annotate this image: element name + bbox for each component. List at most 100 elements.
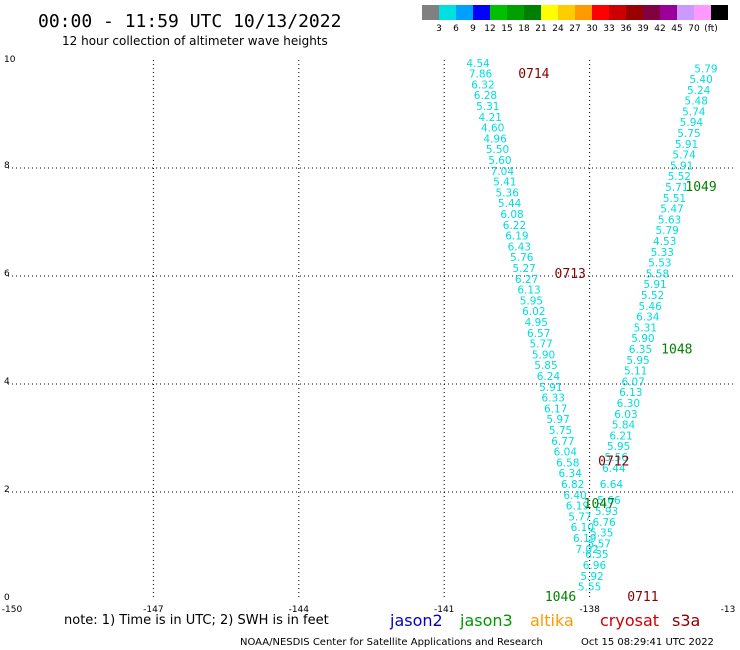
pass-label: 1046 xyxy=(545,590,576,605)
colorbar-label: 30 xyxy=(586,24,598,34)
colorbar-label: 21 xyxy=(535,24,546,34)
wave-height-point: 5.31 xyxy=(476,101,499,113)
wave-height-point: 6.40 xyxy=(563,490,586,502)
wave-height-point: 4.54 xyxy=(466,58,490,70)
colorbar-label: 3 xyxy=(436,24,442,34)
note-text: note: 1) Time is in UTC; 2) SWH is in fe… xyxy=(64,613,329,628)
colorbar-swatch xyxy=(473,5,490,20)
wave-height-point: 6.10 xyxy=(571,522,594,534)
colorbar-swatch xyxy=(558,5,575,20)
wave-height-point: 6.33 xyxy=(542,393,565,405)
wave-height-point: 6.19 xyxy=(573,533,596,545)
colorbar-swatch xyxy=(677,5,694,20)
colorbar-swatch xyxy=(660,5,677,20)
legend-cryosat: cryosat xyxy=(600,611,659,630)
colorbar-label: 42 xyxy=(654,24,665,34)
wave-height-point: 5.57 xyxy=(588,538,611,550)
colorbar-label: 70 xyxy=(688,24,700,34)
wave-height-point: 5.84 xyxy=(612,420,636,432)
wave-height-point: 5.53 xyxy=(648,258,671,270)
wave-height-point: 5.24 xyxy=(687,85,711,97)
wave-height-point: 5.33 xyxy=(651,247,674,259)
wave-height-point: 5.93 xyxy=(595,506,618,518)
wave-height-point: 5.77 xyxy=(568,511,591,523)
wave-height-point: 6.76 xyxy=(592,517,616,529)
wave-height-point: 4.60 xyxy=(481,123,504,135)
wave-height-point: 7.02 xyxy=(575,544,598,556)
wave-height-point: 5.31 xyxy=(634,322,657,334)
colorbar-swatch xyxy=(694,5,711,20)
y-tick-label: 0 xyxy=(4,593,10,603)
x-tick-label: -150 xyxy=(2,605,23,615)
wave-height-point: 6.82 xyxy=(561,479,584,491)
colorbar-label: 24 xyxy=(552,24,564,34)
wave-height-point: 5.91 xyxy=(539,382,562,394)
wave-height-point: 5.41 xyxy=(493,177,516,189)
wave-height-point: 6.64 xyxy=(600,479,624,491)
wave-height-point: 6.35 xyxy=(585,549,608,561)
x-tick-label: -141 xyxy=(434,605,454,615)
wave-height-point: 6.28 xyxy=(474,90,497,102)
wave-height-point: 5.56 xyxy=(605,452,629,464)
y-tick-label: 4 xyxy=(4,377,10,387)
wave-height-point: 4.95 xyxy=(525,317,548,329)
pass-label: 1049 xyxy=(685,180,716,195)
colorbar-swatch xyxy=(456,5,473,20)
wave-height-point: 5.91 xyxy=(643,279,666,291)
wave-height-point: 5.74 xyxy=(672,150,696,162)
x-tick-label: -138 xyxy=(579,605,600,615)
y-tick-label: 10 xyxy=(4,55,16,65)
wave-height-point: 6.08 xyxy=(500,209,523,221)
wave-height-point: 5.27 xyxy=(512,263,535,275)
colorbar-label: 18 xyxy=(518,24,530,34)
colorbar-swatch xyxy=(541,5,558,20)
wave-height-point: 5.11 xyxy=(624,366,647,378)
x-tick-label: -147 xyxy=(143,605,163,615)
wave-height-point: 5.47 xyxy=(660,204,683,216)
wave-height-point: 5.91 xyxy=(675,139,698,151)
wave-height-point: 6.17 xyxy=(544,403,567,415)
wave-height-point: 6.13 xyxy=(619,387,642,399)
wave-height-point: 5.91 xyxy=(670,160,693,172)
colorbar-swatch xyxy=(507,5,524,20)
wave-height-point: 5.90 xyxy=(631,333,654,345)
wave-height-point: 6.57 xyxy=(527,328,550,340)
wave-height-point: 5.95 xyxy=(626,355,649,367)
wave-height-point: 5.48 xyxy=(685,96,708,108)
colorbar-label: (ft) xyxy=(704,24,718,34)
wave-height-point: 7.04 xyxy=(491,166,515,178)
wave-height-point: 5.50 xyxy=(486,144,509,156)
colorbar-swatch xyxy=(711,5,728,20)
wave-height-point: 6.34 xyxy=(636,312,660,324)
wave-height-point: 5.60 xyxy=(488,155,511,167)
wave-height-point: 5.52 xyxy=(668,171,691,183)
wave-height-point: 5.94 xyxy=(680,117,704,129)
wave-height-point: 7.86 xyxy=(469,69,493,81)
wave-height-point: 6.13 xyxy=(517,285,540,297)
wave-height-point: 6.27 xyxy=(515,274,538,286)
wave-height-point: 5.36 xyxy=(496,187,520,199)
colorbar-swatch xyxy=(643,5,660,20)
wave-height-point: 6.32 xyxy=(471,79,494,91)
legend-s3a: s3a xyxy=(672,611,700,630)
colorbar-label: 45 xyxy=(671,24,682,34)
wave-height-point: 5.97 xyxy=(546,414,569,426)
wave-height-point: 5.75 xyxy=(677,128,700,140)
colorbar-label: 12 xyxy=(484,24,495,34)
colorbar-label: 33 xyxy=(603,24,614,34)
wave-height-point: 6.43 xyxy=(508,241,531,253)
wave-height-point: 6.07 xyxy=(622,376,645,388)
wave-height-point: 4.96 xyxy=(483,133,507,145)
wave-height-point: 6.19 xyxy=(566,501,589,513)
satellite-legend: jason2 jason3 altika cryosat s3a xyxy=(389,611,700,630)
wave-height-point: 6.21 xyxy=(609,430,632,442)
wave-height-point: 6.34 xyxy=(559,468,583,480)
wave-height-point: 4.21 xyxy=(479,112,502,124)
credit-text: NOAA/NESDIS Center for Satellite Applica… xyxy=(240,637,543,648)
wave-height-point: 4.53 xyxy=(653,236,676,248)
wave-height-point: 6.44 xyxy=(602,463,626,475)
wave-height-point: 6.35 xyxy=(629,344,652,356)
x-tick-label: -144 xyxy=(289,605,310,615)
chart-title: 00:00 - 11:59 UTC 10/13/2022 xyxy=(38,11,341,32)
wave-height-point: 6.96 xyxy=(583,560,607,572)
